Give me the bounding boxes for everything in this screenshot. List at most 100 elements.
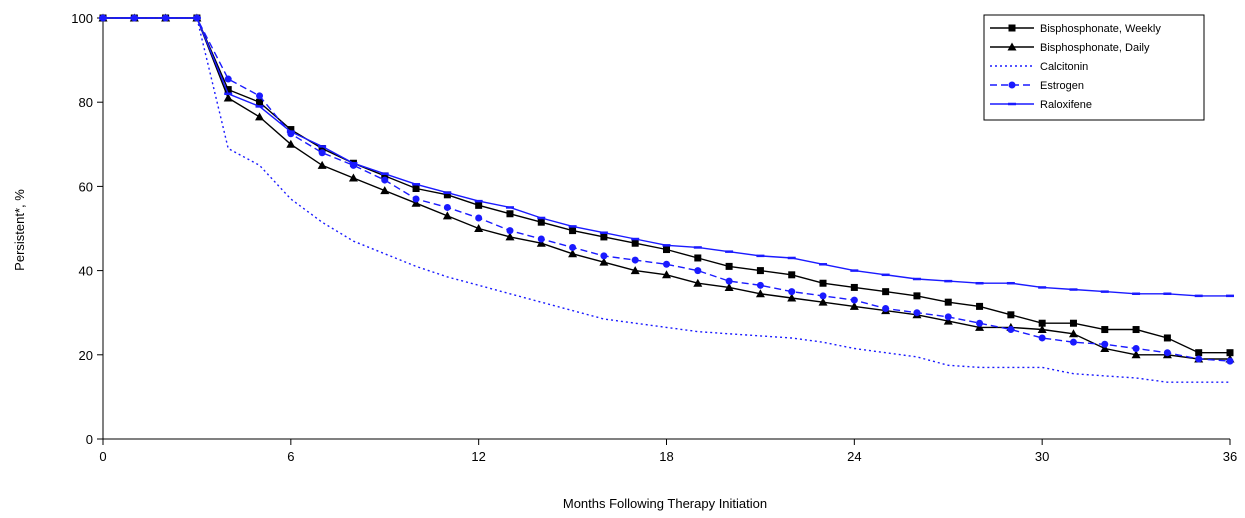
data-point: [505, 232, 515, 241]
data-point: [975, 322, 985, 331]
series-2: [103, 17, 1230, 383]
legend-marker-0: [1008, 24, 1016, 32]
data-point: [663, 246, 670, 254]
legend-label-3: Estrogen: [1040, 80, 1084, 92]
data-point: [599, 257, 609, 266]
data-point: [694, 254, 702, 262]
y-tick-label: 0: [86, 432, 93, 447]
y-tick-label: 100: [71, 11, 93, 26]
data-point: [787, 293, 797, 302]
legend-box: [983, 14, 1205, 121]
data-point: [882, 288, 890, 296]
data-point: [630, 266, 640, 275]
data-point: [600, 252, 608, 260]
data-point: [631, 239, 639, 247]
data-point: [819, 279, 827, 287]
data-point: [724, 282, 734, 291]
data-point: [944, 298, 952, 306]
legend-label-0: Bisphosphonate, Weekly: [1040, 23, 1161, 35]
data-point: [943, 316, 953, 325]
data-point: [256, 98, 264, 106]
data-point: [1007, 311, 1015, 319]
data-point: [224, 75, 232, 83]
data-point: [1100, 343, 1110, 352]
data-point: [1069, 319, 1077, 327]
data-point: [568, 249, 578, 258]
data-point: [443, 191, 451, 199]
legend-marker-1: [1007, 42, 1017, 51]
data-point: [318, 145, 326, 153]
y-tick-label: 40: [79, 264, 93, 279]
data-point: [1226, 349, 1234, 357]
data-point: [694, 267, 702, 275]
data-point: [380, 186, 390, 195]
y-tick-label: 20: [79, 348, 93, 363]
data-point: [475, 201, 483, 209]
data-point: [536, 238, 546, 247]
series-3: [99, 14, 1234, 365]
data-point: [756, 267, 764, 275]
series-line-2: [103, 17, 1230, 383]
data-point: [506, 210, 514, 218]
x-tick-label: 0: [99, 449, 106, 464]
data-point: [1038, 319, 1046, 327]
data-point: [976, 319, 984, 327]
data-point: [256, 92, 264, 100]
data-point: [882, 304, 890, 312]
data-point: [1132, 326, 1140, 334]
axes: 0 20 40 60 80 100 0 6 12 18 24 30 36: [71, 11, 1237, 464]
data-point: [1101, 326, 1109, 334]
data-point: [443, 203, 451, 211]
data-point: [1163, 334, 1171, 342]
data-point: [788, 271, 796, 279]
data-point: [381, 172, 389, 180]
data-point: [819, 292, 827, 300]
data-point: [317, 160, 327, 169]
data-point: [411, 198, 421, 207]
data-point: [1195, 349, 1203, 357]
legend-label-2: Calcitonin: [1040, 61, 1088, 73]
data-point: [1068, 329, 1078, 338]
data-point: [850, 283, 858, 291]
series-0: [99, 14, 1234, 357]
legend-label-1: Bisphosphonate, Daily: [1040, 42, 1150, 54]
data-point: [1131, 350, 1141, 359]
series-4: [99, 16, 1234, 298]
data-point: [537, 218, 545, 226]
data-point: [381, 176, 389, 184]
data-point: [600, 233, 608, 241]
data-point: [944, 313, 952, 321]
x-axis-title: Months Following Therapy Initiation: [563, 496, 767, 511]
data-point: [913, 309, 921, 317]
data-point: [725, 277, 733, 285]
y-axis-title: Persistent*, %: [12, 189, 27, 271]
data-point: [755, 289, 765, 298]
y-tick-label: 60: [79, 179, 93, 194]
data-point: [475, 214, 483, 222]
data-point: [287, 126, 295, 134]
data-point: [224, 86, 232, 94]
data-point: [1069, 338, 1077, 346]
data-point: [569, 227, 577, 235]
x-tick-label: 6: [287, 449, 294, 464]
data-point: [412, 185, 420, 193]
x-tick-label: 24: [847, 449, 861, 464]
data-point: [662, 270, 671, 279]
data-point: [442, 211, 452, 220]
data-point: [1038, 334, 1046, 342]
data-point: [818, 297, 828, 306]
series-lines: [98, 13, 1235, 383]
data-point: [348, 173, 358, 182]
data-point: [255, 112, 265, 121]
data-point: [756, 281, 764, 289]
data-point: [976, 302, 984, 310]
data-point: [725, 262, 733, 270]
data-point: [537, 235, 545, 243]
x-tick-label: 12: [471, 449, 485, 464]
data-point: [1226, 357, 1234, 365]
data-point: [223, 93, 233, 102]
y-tick-label: 80: [79, 95, 93, 110]
data-point: [1007, 326, 1015, 334]
data-point: [286, 139, 296, 148]
